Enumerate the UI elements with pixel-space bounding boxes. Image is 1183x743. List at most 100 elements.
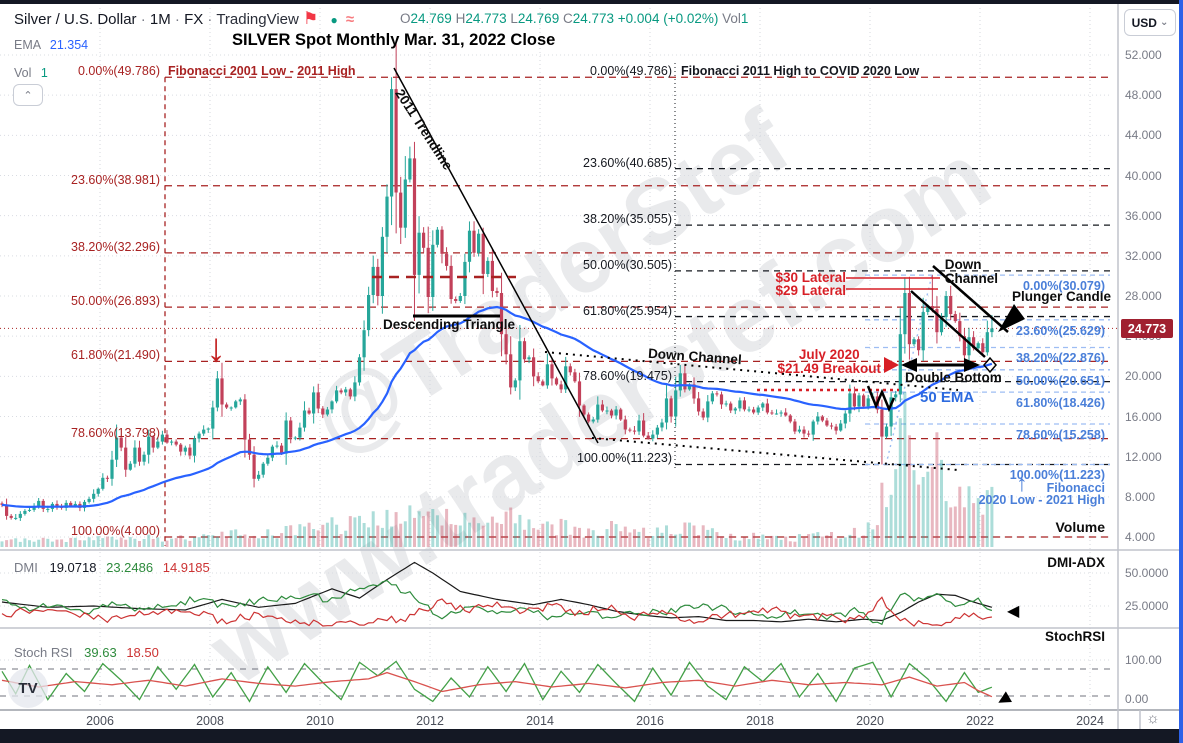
candle-body xyxy=(857,395,861,407)
volume-bar xyxy=(128,537,132,547)
volume-bar xyxy=(261,538,265,547)
double-bottom-arrow-left xyxy=(901,358,917,372)
candle-body xyxy=(655,427,659,435)
stoch-k-line xyxy=(1,660,993,703)
candle-body xyxy=(280,445,284,454)
ema-line xyxy=(1,305,993,509)
volume-bar xyxy=(830,532,833,547)
volume-bar xyxy=(541,523,545,547)
candle-body xyxy=(335,390,339,402)
candle-body xyxy=(339,390,343,393)
volume-bar xyxy=(105,536,109,547)
volume-bar xyxy=(747,539,751,547)
candle-body xyxy=(82,501,87,508)
candle-body xyxy=(215,378,219,408)
volume-bar xyxy=(101,538,105,547)
volume-bar xyxy=(958,486,962,547)
volume-bar xyxy=(266,529,270,547)
candle-body xyxy=(302,410,307,428)
volume-bar xyxy=(60,539,64,547)
currency-label: USD xyxy=(1131,15,1157,30)
candle-body xyxy=(477,233,481,253)
volume-bar xyxy=(50,541,54,547)
volume-bar xyxy=(449,524,453,547)
candle-body xyxy=(408,158,412,180)
candle-body xyxy=(600,404,604,411)
volume-bar xyxy=(655,527,659,547)
currency-dropdown[interactable]: USD ⌄ xyxy=(1124,9,1176,36)
candle-body xyxy=(431,244,435,297)
candle-body xyxy=(967,337,971,356)
volume-bar xyxy=(55,539,59,547)
candle-body xyxy=(912,339,916,345)
volume-bar xyxy=(788,541,792,547)
candle-body xyxy=(18,513,22,518)
volume-bar xyxy=(820,536,824,547)
volume-bar xyxy=(394,512,398,547)
volume-bar xyxy=(69,537,73,547)
volume-bar xyxy=(898,418,902,547)
volume-bar xyxy=(573,526,577,547)
candle-body xyxy=(825,420,829,426)
candle-body xyxy=(784,412,788,416)
volume-bar xyxy=(23,538,27,547)
volume-bar xyxy=(458,525,462,547)
volume-bar xyxy=(179,535,183,547)
candle-body xyxy=(797,429,801,432)
volume-bar xyxy=(527,519,531,547)
volume-bar xyxy=(280,533,284,547)
volume-bar xyxy=(339,534,343,547)
theme-settings-icon[interactable]: ☼ xyxy=(1146,710,1160,727)
candle-body xyxy=(614,409,618,416)
candle-body xyxy=(257,474,261,479)
volume-bar xyxy=(967,486,971,547)
volume-bar xyxy=(504,511,508,547)
candle-body xyxy=(788,415,792,422)
volume-bar xyxy=(724,538,728,547)
candle-body xyxy=(101,477,105,489)
volume-bar xyxy=(9,539,13,547)
volume-bar xyxy=(284,526,288,547)
candle-body xyxy=(211,407,215,429)
candle-body xyxy=(353,382,357,397)
volume-bar xyxy=(610,521,613,547)
volume-bar xyxy=(582,537,586,547)
volume-bar xyxy=(706,529,710,547)
candle-body xyxy=(839,423,843,431)
volume-bar xyxy=(674,534,678,547)
candle-body xyxy=(834,426,838,431)
volume-bar xyxy=(843,537,847,547)
candle-body xyxy=(412,158,417,275)
candle-body xyxy=(261,463,265,475)
candle-body xyxy=(147,436,151,455)
volume-bar xyxy=(935,432,939,547)
candle-body xyxy=(692,384,696,399)
volume-bar xyxy=(894,469,898,547)
candle-body xyxy=(225,404,229,408)
candle-body xyxy=(367,295,371,331)
candle-body xyxy=(312,392,316,414)
volume-bar xyxy=(170,538,174,547)
volume-bar xyxy=(477,523,481,547)
volume-bar xyxy=(390,526,394,547)
candle-body xyxy=(179,444,183,452)
volume-bar xyxy=(733,540,737,547)
candle-body xyxy=(27,509,32,511)
candle-body xyxy=(628,429,632,431)
volume-bar xyxy=(115,539,119,547)
volume-bar xyxy=(568,534,572,547)
candle-body xyxy=(399,192,403,228)
candle-body xyxy=(669,398,673,417)
candle-body xyxy=(504,334,508,355)
candle-body xyxy=(110,459,114,479)
candle-body xyxy=(357,357,362,383)
candle-body xyxy=(87,498,91,502)
volume-bar xyxy=(248,538,251,547)
candle-body xyxy=(829,425,834,427)
trendline-2011 xyxy=(393,67,599,444)
candle-body xyxy=(880,409,884,437)
candle-body xyxy=(69,502,73,506)
volume-bar xyxy=(985,490,989,547)
collapse-pane-button[interactable]: ⌃ xyxy=(13,84,43,106)
